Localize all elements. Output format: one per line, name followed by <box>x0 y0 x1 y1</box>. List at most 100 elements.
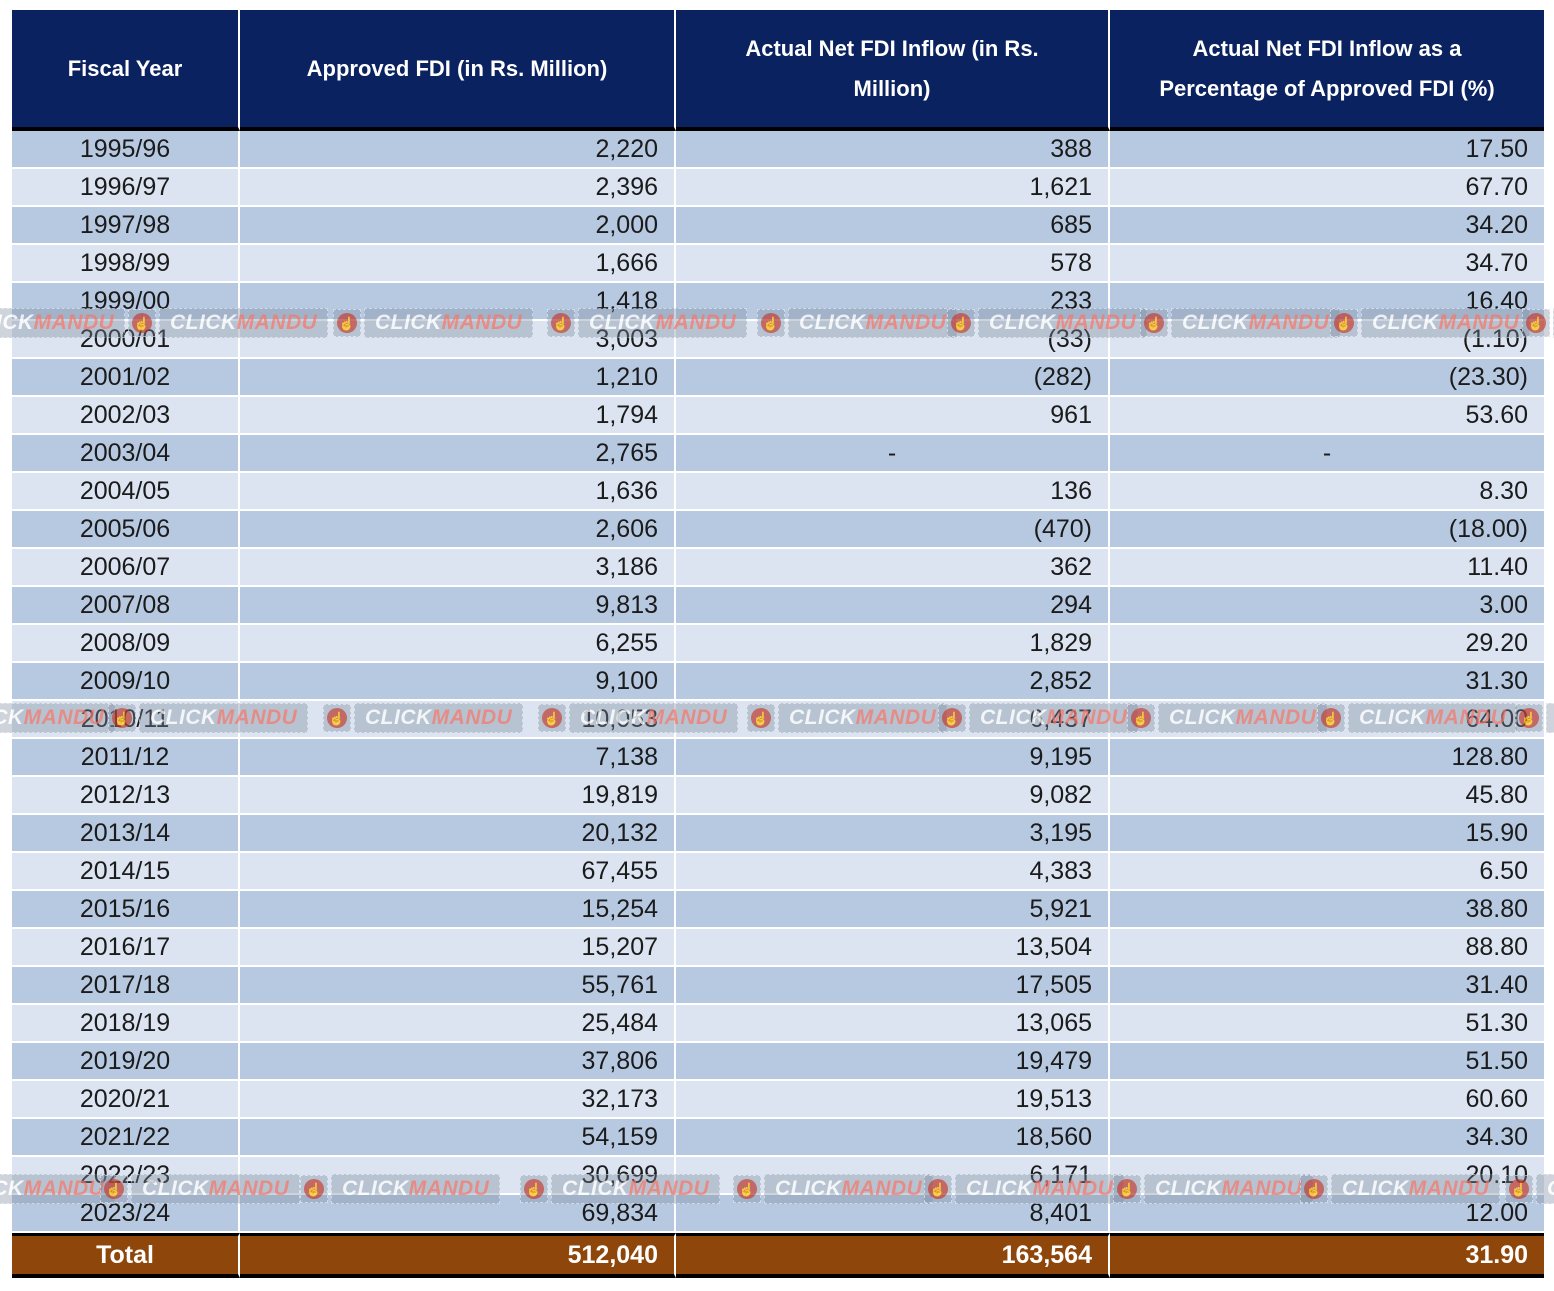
percentage-cell: 51.30 <box>1110 1005 1544 1043</box>
fiscal-year-cell: 2014/15 <box>12 853 240 891</box>
approved-fdi-cell: 67,455 <box>240 853 676 891</box>
table-row: 2011/12 7,138 9,195 128.80 <box>12 739 1544 777</box>
actual-inflow-cell: 961 <box>676 397 1110 435</box>
percentage-cell: 51.50 <box>1110 1043 1544 1081</box>
approved-fdi-cell: 25,484 <box>240 1005 676 1043</box>
actual-inflow-cell: (33) <box>676 321 1110 359</box>
percentage-cell: 34.20 <box>1110 207 1544 245</box>
percentage-cell: 60.60 <box>1110 1081 1544 1119</box>
actual-inflow-cell: - <box>676 435 1110 473</box>
approved-fdi-cell: 37,806 <box>240 1043 676 1081</box>
percentage-cell: 31.30 <box>1110 663 1544 701</box>
percentage-cell: - <box>1110 435 1544 473</box>
percentage-cell: 11.40 <box>1110 549 1544 587</box>
approved-fdi-cell: 3,003 <box>240 321 676 359</box>
fiscal-year-cell: 2009/10 <box>12 663 240 701</box>
fiscal-year-cell: 2002/03 <box>12 397 240 435</box>
table-body: 1995/96 2,220 388 17.50 1996/97 2,396 1,621 67.… <box>12 131 1544 1233</box>
approved-fdi-cell: 1,794 <box>240 397 676 435</box>
table-row: 2019/20 37,806 19,479 51.50 <box>12 1043 1544 1081</box>
actual-inflow-cell: 6,437 <box>676 701 1110 739</box>
approved-fdi-cell: 32,173 <box>240 1081 676 1119</box>
col-header-actual-net-inflow: Actual Net FDI Inflow (in Rs. Million) <box>676 10 1110 131</box>
fiscal-year-cell: 2018/19 <box>12 1005 240 1043</box>
actual-inflow-cell: 5,921 <box>676 891 1110 929</box>
fiscal-year-cell: 2020/21 <box>12 1081 240 1119</box>
percentage-cell: 17.50 <box>1110 131 1544 169</box>
fiscal-year-cell: 2010/11 <box>12 701 240 739</box>
fiscal-year-cell: 2001/02 <box>12 359 240 397</box>
fdi-table: Fiscal Year Approved FDI (in Rs. Million… <box>12 10 1544 1278</box>
total-label-cell: Total <box>12 1233 240 1278</box>
fiscal-year-cell: 2004/05 <box>12 473 240 511</box>
approved-fdi-cell: 10,053 <box>240 701 676 739</box>
percentage-cell: 67.70 <box>1110 169 1544 207</box>
actual-inflow-cell: 13,504 <box>676 929 1110 967</box>
fiscal-year-cell: 2019/20 <box>12 1043 240 1081</box>
table-row: 2003/04 2,765- - <box>12 435 1544 473</box>
approved-fdi-cell: 1,636 <box>240 473 676 511</box>
approved-fdi-cell: 55,761 <box>240 967 676 1005</box>
actual-inflow-cell: (282) <box>676 359 1110 397</box>
table-row: 2015/16 15,254 5,921 38.80 <box>12 891 1544 929</box>
table-row: 2001/02 1,210 (282) (23.30) <box>12 359 1544 397</box>
actual-inflow-cell: 9,195 <box>676 739 1110 777</box>
percentage-cell: 38.80 <box>1110 891 1544 929</box>
table-row: 2009/10 9,100 2,852 31.30 <box>12 663 1544 701</box>
actual-inflow-cell: 3,195 <box>676 815 1110 853</box>
fiscal-year-cell: 1995/96 <box>12 131 240 169</box>
fiscal-year-cell: 2003/04 <box>12 435 240 473</box>
col-header-approved-fdi: Approved FDI (in Rs. Million) <box>240 10 676 131</box>
fiscal-year-cell: 2006/07 <box>12 549 240 587</box>
table-row: 2017/18 55,761 17,505 31.40 <box>12 967 1544 1005</box>
percentage-cell: 34.70 <box>1110 245 1544 283</box>
table-row: 1995/96 2,220 388 17.50 <box>12 131 1544 169</box>
actual-inflow-cell: 8,401 <box>676 1195 1110 1233</box>
fiscal-year-cell: 2007/08 <box>12 587 240 625</box>
percentage-cell: 34.30 <box>1110 1119 1544 1157</box>
percentage-cell: 15.90 <box>1110 815 1544 853</box>
percentage-cell: 88.80 <box>1110 929 1544 967</box>
fiscal-year-cell: 2012/13 <box>12 777 240 815</box>
approved-fdi-cell: 6,255 <box>240 625 676 663</box>
table-row: 2014/15 67,455 4,383 6.50 <box>12 853 1544 891</box>
table-row: 2020/21 32,173 19,513 60.60 <box>12 1081 1544 1119</box>
fiscal-year-cell: 2000/01 <box>12 321 240 359</box>
actual-inflow-cell: 578 <box>676 245 1110 283</box>
approved-fdi-cell: 2,220 <box>240 131 676 169</box>
table-row: 2005/06 2,606 (470) (18.00) <box>12 511 1544 549</box>
fiscal-year-cell: 2021/22 <box>12 1119 240 1157</box>
fiscal-year-cell: 2016/17 <box>12 929 240 967</box>
table-row: 1997/98 2,000 685 34.20 <box>12 207 1544 245</box>
percentage-cell: 16.40 <box>1110 283 1544 321</box>
approved-fdi-cell: 19,819 <box>240 777 676 815</box>
fiscal-year-cell: 2008/09 <box>12 625 240 663</box>
total-approved-cell: 512,040 <box>240 1233 676 1278</box>
total-actual-cell: 163,564 <box>676 1233 1110 1278</box>
fiscal-year-cell: 1996/97 <box>12 169 240 207</box>
percentage-cell: 128.80 <box>1110 739 1544 777</box>
fiscal-year-cell: 2011/12 <box>12 739 240 777</box>
table-row: 2023/24 69,834 8,401 12.00 <box>12 1195 1544 1233</box>
actual-inflow-cell: 18,560 <box>676 1119 1110 1157</box>
percentage-cell: (18.00) <box>1110 511 1544 549</box>
table-row: 2016/17 15,207 13,504 88.80 <box>12 929 1544 967</box>
approved-fdi-cell: 2,396 <box>240 169 676 207</box>
table-row: 2004/05 1,636 136 8.30 <box>12 473 1544 511</box>
approved-fdi-cell: 2,765 <box>240 435 676 473</box>
actual-inflow-cell: (470) <box>676 511 1110 549</box>
percentage-cell: (1.10) <box>1110 321 1544 359</box>
approved-fdi-cell: 3,186 <box>240 549 676 587</box>
table-row: 1996/97 2,396 1,621 67.70 <box>12 169 1544 207</box>
fiscal-year-cell: 2013/14 <box>12 815 240 853</box>
total-percentage-cell: 31.90 <box>1110 1233 1544 1278</box>
table-row: 2007/08 9,813 294 3.00 <box>12 587 1544 625</box>
table-row: 1999/00 1,418 233 16.40 <box>12 283 1544 321</box>
col-header-inflow-percentage: Actual Net FDI Inflow as a Percentage of… <box>1110 10 1544 131</box>
approved-fdi-cell: 2,000 <box>240 207 676 245</box>
actual-inflow-cell: 2,852 <box>676 663 1110 701</box>
percentage-cell: (23.30) <box>1110 359 1544 397</box>
percentage-cell: 64.00 <box>1110 701 1544 739</box>
approved-fdi-cell: 54,159 <box>240 1119 676 1157</box>
